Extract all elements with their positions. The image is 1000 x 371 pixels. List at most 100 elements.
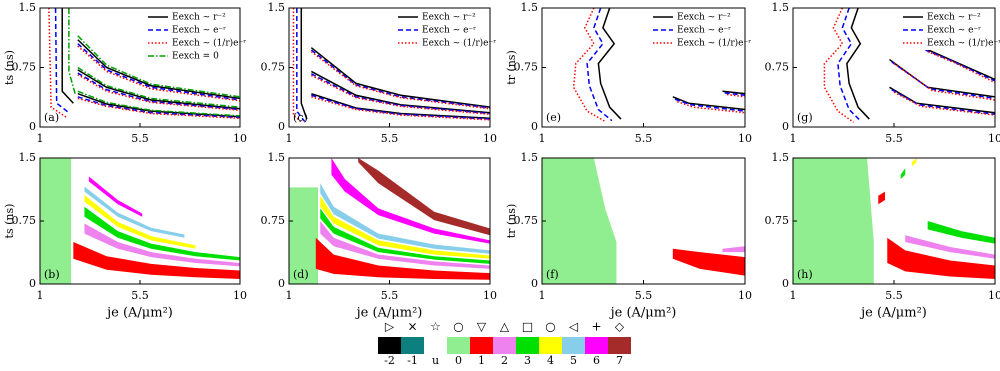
panel-label: (c) (293, 111, 308, 124)
y-tick-label: 0 (278, 120, 285, 133)
colorbar-symbol: ◁ (568, 320, 578, 334)
colorbar-symbol: + (591, 320, 601, 334)
x-tick-label: 5.5 (885, 132, 903, 145)
y-axis-label: ts (ns) (3, 50, 16, 85)
x-tick-label: 10 (988, 132, 1000, 145)
x-tick-label: 1 (37, 289, 44, 302)
colorbar-label: u (432, 354, 439, 367)
colorbar-swatch (378, 337, 401, 354)
panel-label: (b) (44, 268, 60, 281)
y-tick-label: 1.5 (521, 1, 539, 14)
legend-label: Eexch = 0 (172, 52, 219, 62)
y-tick-label: 0.75 (261, 61, 286, 74)
y-tick-label: 0 (531, 277, 538, 290)
x-tick-label: 1 (790, 132, 797, 145)
colorbar-swatch (424, 337, 447, 354)
colorbar-symbol: ▷ (385, 320, 395, 334)
legend-label: Eexch ∼ r⁻² (172, 13, 226, 23)
colorbar-label: 6 (593, 354, 600, 367)
x-tick-label: 1 (37, 132, 44, 145)
region (928, 221, 995, 244)
colorbar-swatch (470, 337, 493, 354)
x-tick-label: 10 (988, 289, 1000, 302)
colorbar-label: -2 (384, 354, 395, 367)
colorbar-label: 1 (478, 354, 485, 367)
colorbar-label: 5 (570, 354, 577, 367)
colorbar-swatch (493, 337, 516, 354)
colorbar-label: 3 (524, 354, 531, 367)
x-tick-label: 10 (738, 289, 752, 302)
colorbar-symbol: ☆ (430, 320, 441, 334)
panel-label: (d) (293, 268, 309, 281)
colorbar-symbol: ○ (453, 320, 463, 334)
legend-label: Eexch ∼ e⁻ʳ (172, 26, 226, 36)
region (722, 246, 745, 252)
legend-label: Eexch ∼ e⁻ʳ (927, 26, 981, 36)
region (912, 158, 916, 166)
x-tick-label: 5.5 (381, 289, 399, 302)
legend-label: Eexch ∼ e⁻ʳ (422, 26, 476, 36)
panel-label: (a) (44, 111, 59, 124)
colorbar-symbol: ○ (545, 320, 555, 334)
colorbar-swatch (562, 337, 585, 354)
colorbar-swatch (447, 337, 470, 354)
y-tick-label: 0 (782, 120, 789, 133)
x-tick-label: 5.5 (885, 289, 903, 302)
y-tick-label: 1.5 (268, 1, 286, 14)
x-axis-label: je (A/μm²) (859, 306, 927, 321)
colorbar: -2▷-1×u☆0○1▽2△3□4○5◁6+7◇ (378, 320, 631, 368)
colorbar-swatch (539, 337, 562, 354)
y-tick-label: 0 (278, 277, 285, 290)
x-axis-label: je (A/μm²) (105, 306, 173, 321)
colorbar-symbol: ▽ (477, 320, 487, 334)
colorbar-symbol: × (407, 320, 417, 334)
x-axis-label: je (A/μm²) (355, 306, 423, 321)
panel-label: (f) (546, 268, 559, 281)
colorbar-label: 0 (455, 354, 462, 367)
x-axis-label: je (A/μm²) (609, 306, 677, 321)
legend-label: Eexch ∼ r⁻² (927, 13, 981, 23)
colorbar-label: 7 (616, 354, 623, 367)
y-tick-label: 1.5 (19, 151, 37, 164)
panel: Eexch ∼ r⁻² Eexch ∼ e⁻ʳ Eexch ∼ (1/r)e⁻ʳ Ee… (3, 1, 247, 145)
x-tick-label: 10 (233, 289, 247, 302)
x-tick-label: 10 (483, 132, 497, 145)
panel-label: (h) (797, 268, 813, 281)
y-tick-label: 0.75 (765, 214, 790, 227)
region (793, 158, 874, 284)
x-tick-label: 5.5 (635, 132, 653, 145)
y-tick-label: 0 (29, 277, 36, 290)
colorbar-label: 2 (501, 354, 508, 367)
colorbar-symbol: △ (500, 320, 510, 334)
legend-label: Eexch ∼ r⁻² (422, 13, 476, 23)
x-tick-label: 10 (233, 132, 247, 145)
x-tick-label: 5.5 (131, 289, 149, 302)
x-tick-label: 10 (483, 289, 497, 302)
legend-label: Eexch ∼ (1/r)e⁻ʳ (172, 38, 246, 49)
y-tick-label: 1.5 (772, 151, 790, 164)
x-tick-label: 1 (286, 132, 293, 145)
region (878, 192, 885, 205)
colorbar-label: -1 (407, 354, 418, 367)
panel-label: (g) (797, 111, 813, 124)
y-tick-label: 1.5 (772, 1, 790, 14)
x-tick-label: 5.5 (131, 132, 149, 145)
colorbar-symbol: □ (522, 320, 533, 334)
y-tick-label: 0.75 (765, 61, 790, 74)
y-tick-label: 0 (29, 120, 36, 133)
colorbar-swatch (516, 337, 539, 354)
legend-label: Eexch ∼ r⁻² (677, 13, 731, 23)
y-tick-label: 0.75 (261, 214, 286, 227)
x-tick-label: 10 (738, 132, 752, 145)
region (673, 249, 745, 276)
y-axis-label: tr (ns) (505, 204, 518, 239)
legend-label: Eexch ∼ (1/r)e⁻ʳ (677, 38, 751, 49)
y-axis-label: tr (ns) (505, 50, 518, 85)
x-tick-label: 1 (286, 289, 293, 302)
x-tick-label: 5.5 (635, 289, 653, 302)
